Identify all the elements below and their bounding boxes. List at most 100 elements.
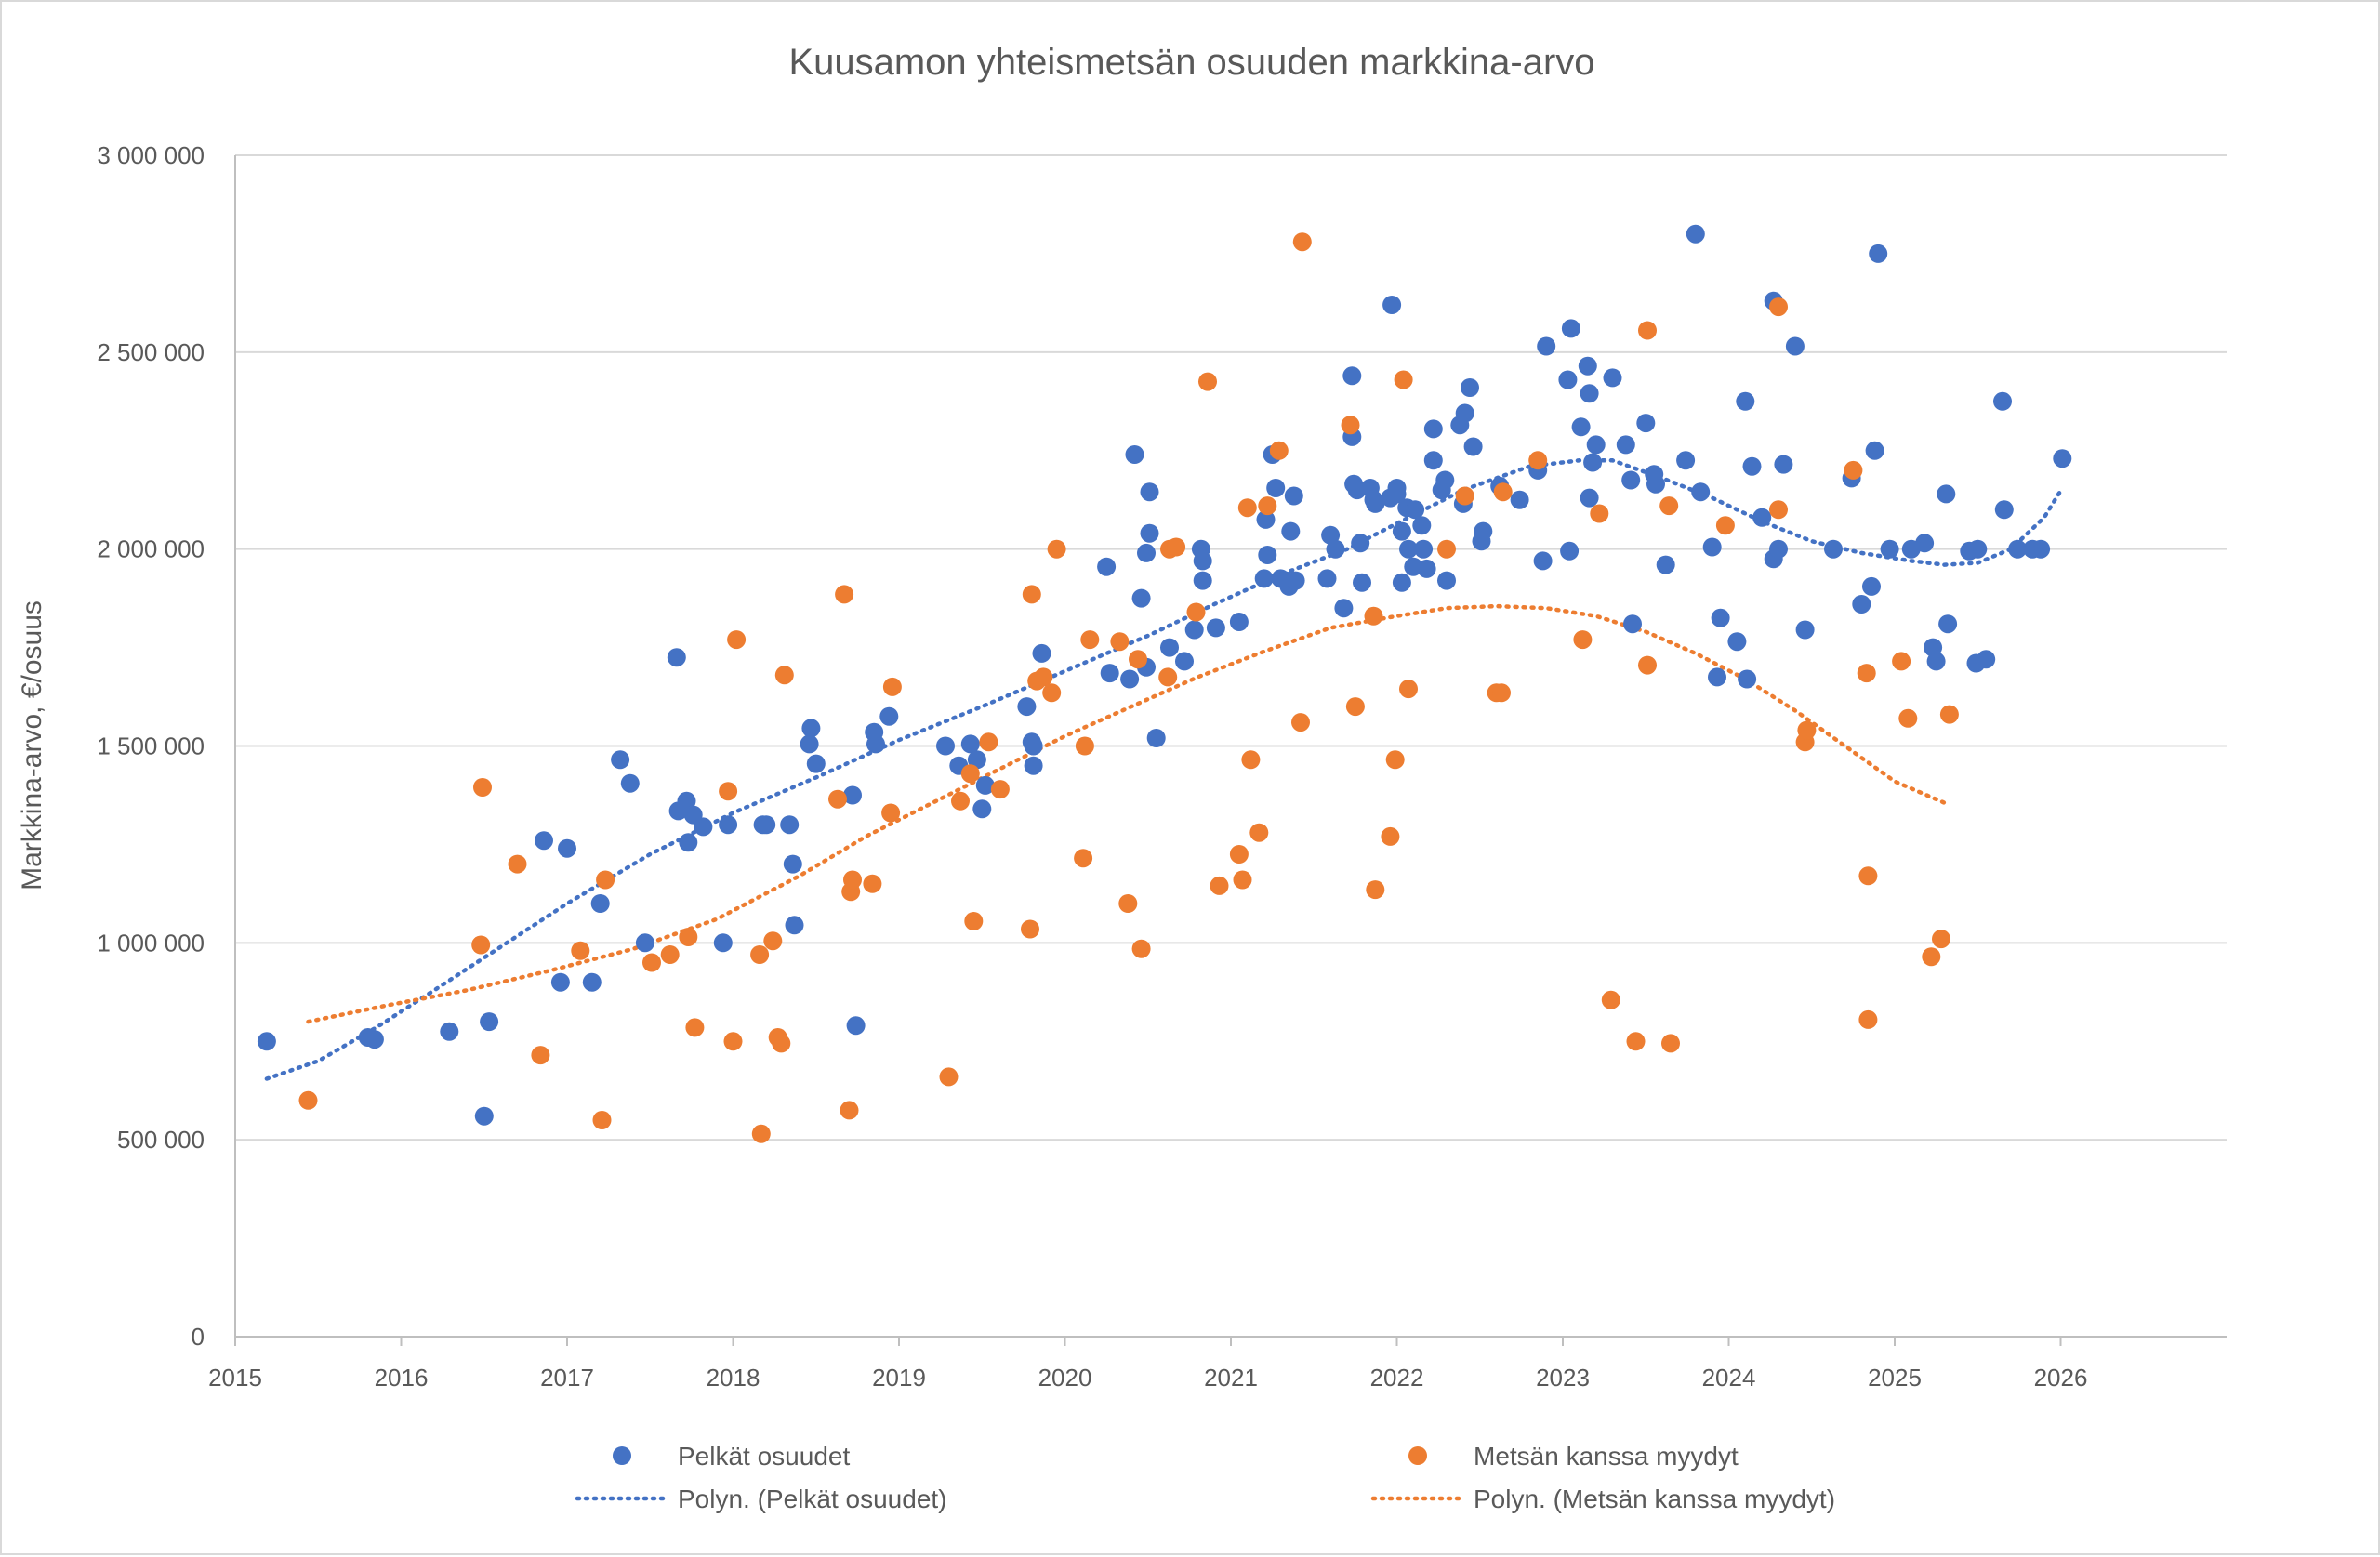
point-series-1 <box>1399 680 1418 699</box>
point-series-0 <box>1032 643 1051 663</box>
point-series-0 <box>757 815 776 835</box>
data-points <box>257 224 2072 1143</box>
point-series-0 <box>1455 403 1474 423</box>
point-series-1 <box>843 870 862 890</box>
point-series-0 <box>1686 224 1705 244</box>
point-series-0 <box>785 916 804 935</box>
point-series-1 <box>1022 585 1041 604</box>
point-series-1 <box>835 585 854 604</box>
point-series-0 <box>1392 521 1411 541</box>
point-series-0 <box>713 933 733 953</box>
point-series-1 <box>679 928 698 946</box>
point-series-0 <box>550 972 570 992</box>
point-series-0 <box>679 833 698 852</box>
point-series-0 <box>1862 576 1881 596</box>
point-series-1 <box>1858 866 1878 886</box>
point-series-0 <box>1193 571 1212 590</box>
point-series-1 <box>1528 451 1548 470</box>
point-series-1 <box>1394 370 1413 389</box>
point-series-0 <box>960 734 980 754</box>
trendline-0 <box>264 458 2065 1081</box>
x-tick-label: 2019 <box>872 1364 926 1392</box>
point-series-0 <box>1097 557 1117 576</box>
point-series-0 <box>719 815 738 835</box>
point-series-0 <box>1474 521 1493 541</box>
point-series-0 <box>1558 370 1578 389</box>
point-series-0 <box>1926 652 1946 671</box>
point-series-1 <box>1341 416 1360 435</box>
point-series-0 <box>1461 378 1479 397</box>
point-series-0 <box>1580 488 1599 508</box>
point-series-0 <box>558 838 576 858</box>
point-series-1 <box>1021 919 1039 939</box>
point-series-0 <box>1435 470 1455 490</box>
point-series-0 <box>440 1022 459 1041</box>
point-series-1 <box>727 630 747 650</box>
y-tick-label: 1 000 000 <box>97 929 205 957</box>
point-series-0 <box>1623 614 1642 634</box>
point-series-1 <box>1857 664 1876 683</box>
point-series-0 <box>1795 620 1815 640</box>
point-series-1 <box>298 1090 318 1110</box>
point-series-0 <box>936 736 955 756</box>
point-series-0 <box>1175 652 1194 671</box>
point-series-0 <box>667 648 686 667</box>
point-series-1 <box>1291 713 1310 732</box>
point-series-1 <box>596 870 615 890</box>
point-series-0 <box>1702 537 1722 557</box>
point-series-0 <box>1603 368 1622 388</box>
point-series-1 <box>1769 500 1788 520</box>
point-series-0 <box>1510 490 1529 509</box>
x-tick-label: 2025 <box>1868 1364 1922 1392</box>
point-series-0 <box>1993 391 2012 411</box>
point-series-0 <box>1463 437 1483 456</box>
point-series-1 <box>592 1111 612 1129</box>
point-series-1 <box>1110 632 1130 652</box>
point-series-0 <box>1286 571 1305 590</box>
point-series-0 <box>1206 618 1225 638</box>
point-series-0 <box>780 815 800 835</box>
point-series-0 <box>1229 613 1249 631</box>
point-series-0 <box>1586 435 1606 455</box>
point-series-0 <box>972 799 992 819</box>
point-series-1 <box>951 791 970 811</box>
point-series-0 <box>1100 664 1119 683</box>
trendline-1 <box>306 603 1952 1024</box>
point-series-1 <box>1237 498 1257 518</box>
legend-label-1: Metsän kanssa myydyt <box>1474 1442 1739 1471</box>
y-tick-label: 1 500 000 <box>97 732 205 760</box>
point-series-0 <box>800 734 819 754</box>
point-series-1 <box>1074 849 1093 868</box>
point-series-1 <box>571 941 590 960</box>
point-series-1 <box>685 1018 705 1037</box>
point-series-0 <box>1676 451 1696 470</box>
point-series-0 <box>783 854 802 874</box>
point-series-0 <box>2053 449 2072 468</box>
point-series-1 <box>1939 705 1959 724</box>
point-series-1 <box>750 945 770 964</box>
point-series-0 <box>1258 546 1277 564</box>
x-tick-label: 2016 <box>375 1364 429 1392</box>
point-series-1 <box>1364 606 1383 626</box>
y-tick-label: 2 000 000 <box>97 535 205 563</box>
point-series-1 <box>1158 667 1178 687</box>
point-series-1 <box>751 1124 771 1143</box>
point-series-0 <box>1334 599 1354 618</box>
point-series-0 <box>879 706 899 726</box>
point-series-0 <box>1125 445 1144 464</box>
point-series-0 <box>1423 451 1443 470</box>
point-series-0 <box>364 1030 384 1049</box>
legend-marker-0 <box>613 1446 631 1465</box>
point-series-0 <box>801 719 821 738</box>
point-series-0 <box>1571 417 1591 437</box>
point-series-1 <box>1233 870 1252 890</box>
point-series-1 <box>471 935 491 955</box>
y-tick-label: 0 <box>192 1323 205 1351</box>
point-series-1 <box>881 803 901 823</box>
point-series-1 <box>1601 990 1620 1009</box>
point-series-0 <box>535 831 553 851</box>
point-series-0 <box>1353 573 1371 592</box>
point-series-1 <box>1118 894 1138 913</box>
point-series-0 <box>1392 573 1411 592</box>
